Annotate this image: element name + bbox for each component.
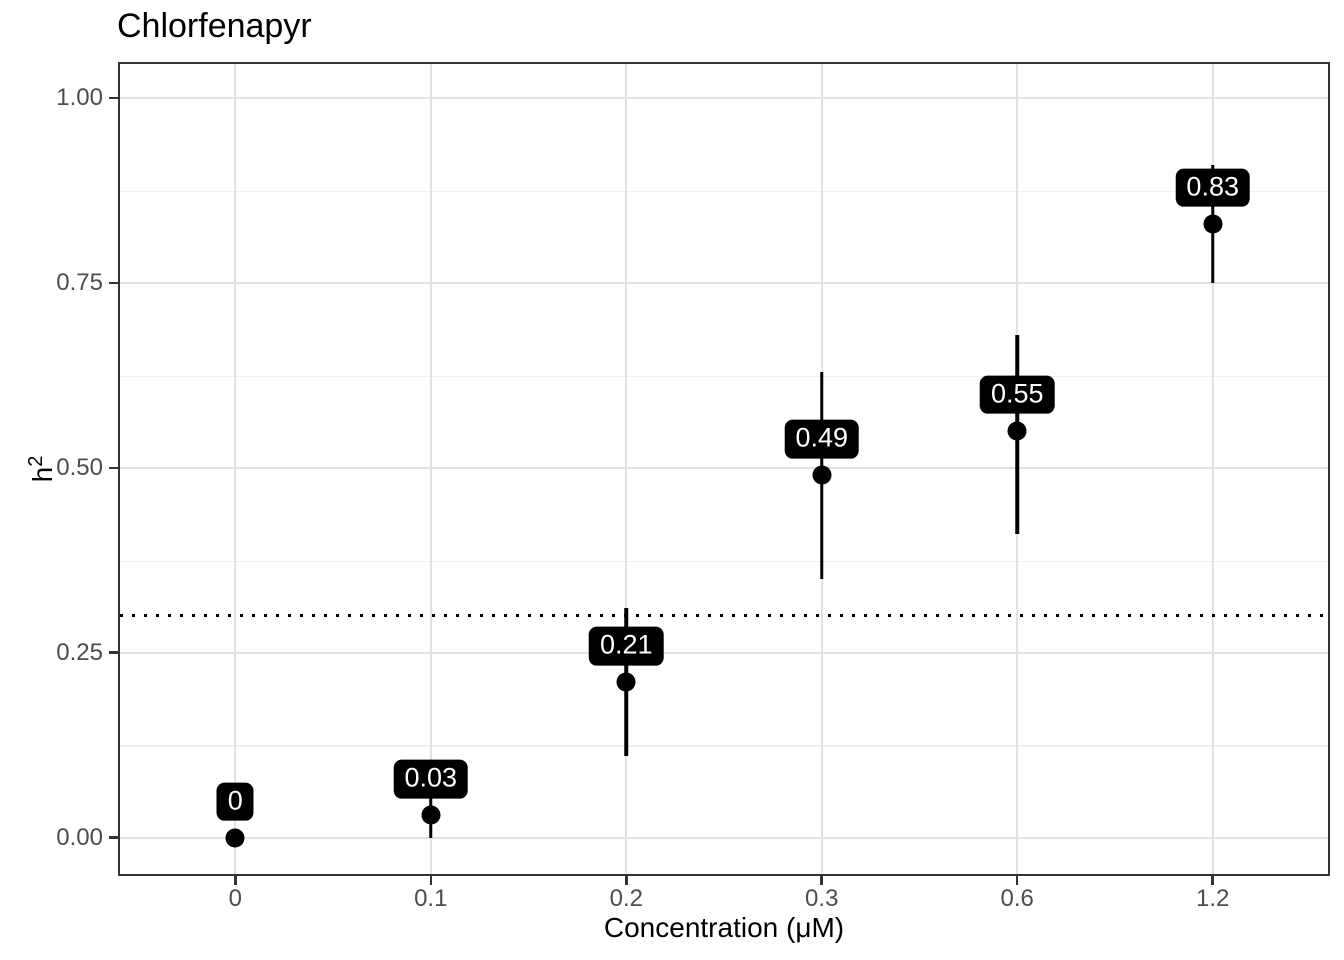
x-tick-mark [820,876,823,885]
x-tick-label: 0.3 [805,885,839,912]
gridline-y-major [120,836,1328,839]
gridline-x-major [1211,64,1214,874]
x-tick-mark [234,876,237,885]
plot-panel [118,62,1330,876]
gridline-y-minor [120,190,1328,193]
y-tick-mark [109,281,118,285]
gridline-y-major [120,651,1328,654]
x-tick-mark [1015,876,1019,885]
gridline-x-major [234,64,237,874]
x-tick-label: 0 [228,885,242,912]
x-axis-title: Concentration (μM) [603,912,845,943]
x-tick-label: 1.2 [1196,885,1230,912]
x-tick-label: 0.1 [414,885,448,912]
gridline-y-major [120,282,1328,285]
threshold-line [120,614,1328,618]
gridline-y-minor [120,745,1328,747]
gridline-y-major [120,466,1328,469]
gridline-x-major [820,64,823,874]
gridline-x-major [429,64,432,874]
y-tick-label: 0.75 [56,269,103,297]
gridline-y-minor [120,560,1328,563]
x-tick-label: 0.2 [609,885,643,912]
x-tick-label: 0.6 [1000,885,1034,912]
gridline-x-major [625,64,628,874]
y-axis-title: h2 [24,455,59,483]
gridline-y-major [120,97,1328,100]
y-tick-mark [109,466,118,470]
x-tick-mark [625,876,628,885]
y-tick-mark [109,836,118,839]
y-tick-mark [109,651,118,654]
y-tick-label: 0.25 [56,638,103,666]
chart-title: Chlorfenapyr [117,7,312,45]
y-tick-label: 0.00 [56,823,103,851]
x-tick-mark [1211,876,1214,885]
x-tick-mark [429,876,433,885]
gridline-x-major [1016,64,1019,874]
gridline-y-minor [120,375,1328,378]
y-tick-label: 1.00 [56,84,103,112]
y-tick-mark [109,96,118,100]
